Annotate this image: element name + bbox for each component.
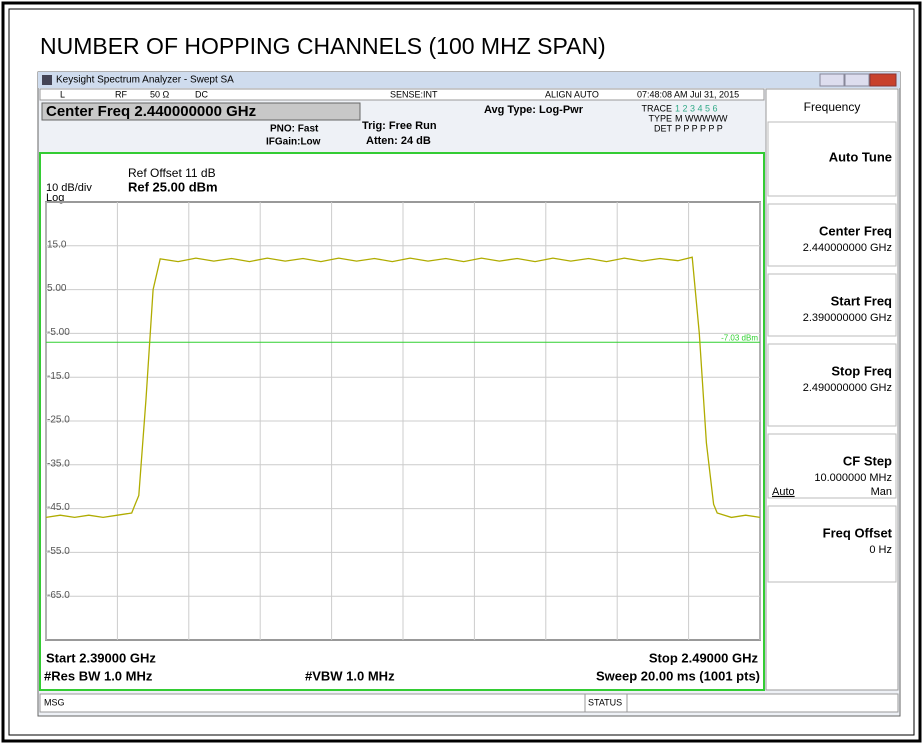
inner-border — [8, 8, 915, 736]
sweep: Sweep 20.00 ms (1001 pts) — [596, 668, 760, 683]
y-tick-label: -25.0 — [47, 415, 70, 426]
softkey[interactable] — [767, 121, 897, 197]
softkey-label: Auto Tune — [829, 149, 892, 164]
softkey[interactable] — [767, 505, 897, 583]
menu-title: Frequency — [804, 100, 861, 114]
type-label: TYPE — [648, 113, 672, 123]
softkey-label: CF Step — [843, 453, 892, 468]
status-row — [39, 88, 765, 101]
softkey-value: 2.390000000 GHz — [803, 312, 892, 324]
softkey-label: Stop Freq — [831, 363, 892, 378]
start-freq: Start 2.39000 GHz — [46, 650, 156, 665]
max-button[interactable] — [844, 73, 870, 87]
vbw: #VBW 1.0 MHz — [305, 668, 395, 683]
status: STATUS — [588, 697, 622, 707]
softkey-label: Start Freq — [831, 293, 892, 308]
pno: PNO: Fast — [270, 124, 319, 135]
display-line-label: -7.03 dBm — [721, 333, 758, 342]
min-button[interactable] — [819, 73, 845, 87]
status-item: DC — [195, 89, 208, 99]
stop-freq: Stop 2.49000 GHz — [649, 650, 759, 665]
status-item: ALIGN AUTO — [545, 89, 599, 99]
log: Log — [46, 192, 64, 204]
close-button[interactable] — [869, 73, 897, 87]
det-label: DET — [654, 123, 673, 133]
y-tick-label: -65.0 — [47, 590, 70, 601]
trig: Trig: Free Run — [362, 120, 437, 132]
heading: NUMBER OF HOPPING CHANNELS (100 MHZ SPAN… — [40, 33, 606, 59]
ifgain: IFGain:Low — [266, 137, 321, 148]
softkey-value: 2.490000000 GHz — [803, 382, 892, 394]
softkey-man[interactable]: Man — [871, 486, 892, 498]
y-tick-label: -35.0 — [47, 458, 70, 469]
softkey[interactable] — [767, 273, 897, 337]
atten: Atten: 24 dB — [366, 135, 431, 147]
status-item: 07:48:08 AM Jul 31, 2015 — [637, 89, 739, 99]
center-freq: Center Freq 2.440000000 GHz — [46, 103, 256, 120]
avg-type: Avg Type: Log-Pwr — [484, 104, 584, 116]
status-item: SENSE:INT — [390, 89, 438, 99]
trace-nums: 1 2 3 4 5 6 — [675, 103, 718, 113]
ref-level: Ref 25.00 dBm — [128, 179, 218, 194]
status-item: RF — [115, 89, 127, 99]
type-val: M WWWWW — [675, 113, 728, 123]
trace-label: TRACE — [641, 103, 672, 113]
softkey[interactable] — [767, 203, 897, 267]
trace — [45, 256, 761, 519]
softkey[interactable] — [767, 343, 897, 427]
ref-offset: Ref Offset 11 dB — [128, 166, 216, 180]
center-freq-box — [41, 102, 361, 121]
msg: MSG — [44, 697, 65, 707]
y-tick-label: -15.0 — [47, 371, 70, 382]
softkey-value: 0 Hz — [869, 544, 892, 556]
det-val: P P P P P P — [675, 123, 723, 133]
softkey-label: Freq Offset — [823, 525, 893, 540]
window-title: Keysight Spectrum Analyzer - Swept SA — [56, 75, 234, 86]
y-tick-label: -45.0 — [47, 502, 70, 513]
softkey-label: Center Freq — [819, 223, 892, 238]
title-bar — [38, 72, 900, 88]
app-icon — [42, 75, 52, 85]
scale: 10 dB/div — [46, 182, 92, 194]
y-tick-label: -5.00 — [47, 327, 70, 338]
softkey-auto[interactable]: Auto — [772, 486, 795, 498]
softkey-value: 2.440000000 GHz — [803, 242, 892, 254]
y-tick-label: 5.00 — [47, 283, 67, 294]
rbw: #Res BW 1.0 MHz — [44, 668, 153, 683]
softkey-value: 10.000000 MHz — [814, 472, 892, 484]
status-item: 50 Ω — [150, 89, 170, 99]
y-tick-label: 15.0 — [47, 239, 67, 250]
y-tick-label: -55.0 — [47, 546, 70, 557]
softkey[interactable] — [767, 433, 897, 499]
status-item: L — [60, 89, 65, 99]
message-bar — [39, 693, 899, 713]
